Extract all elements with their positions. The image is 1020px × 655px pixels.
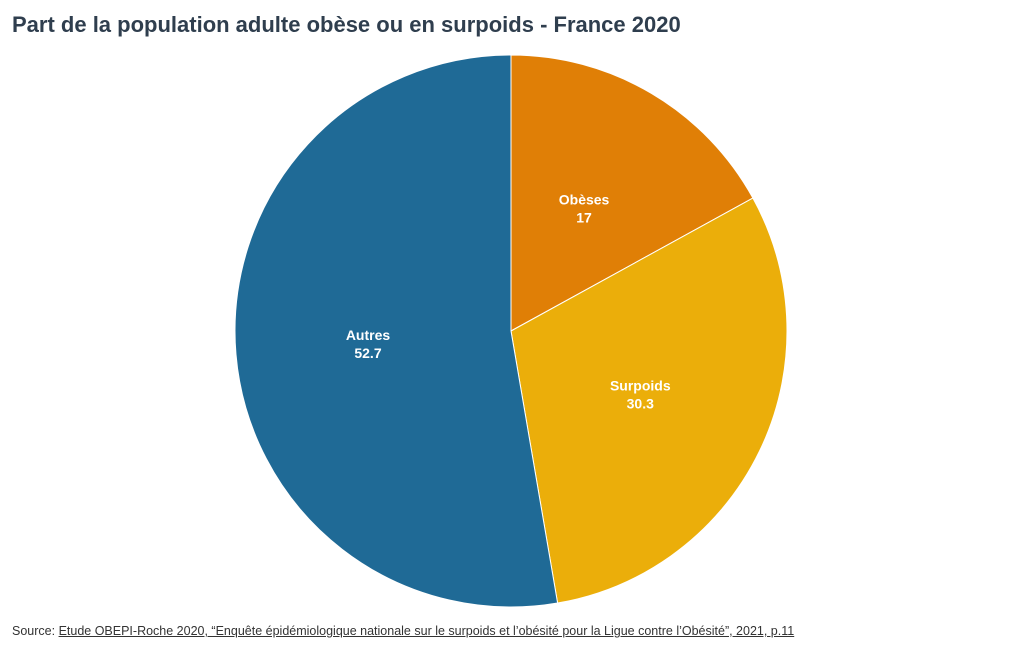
slice-label-surpoids: Surpoids xyxy=(610,377,671,393)
slice-value-autres: 52.7 xyxy=(354,345,381,361)
chart-title: Part de la population adulte obèse ou en… xyxy=(12,12,681,37)
source-footer: Source: Etude OBEPI-Roche 2020, “Enquête… xyxy=(12,624,794,638)
slice-value-surpoids: 30.3 xyxy=(627,395,654,411)
pie-slice-obeses[interactable] xyxy=(510,54,754,332)
slice-label-obeses: Obèses xyxy=(559,191,610,207)
slice-value-obeses: 17 xyxy=(576,209,592,225)
pie-slice-autres[interactable] xyxy=(234,54,559,608)
source-prefix: Source: xyxy=(12,624,59,638)
slice-label-autres: Autres xyxy=(346,327,391,343)
source-link[interactable]: Etude OBEPI-Roche 2020, “Enquête épidémi… xyxy=(58,624,795,638)
pie-slice-surpoids[interactable] xyxy=(510,197,788,604)
